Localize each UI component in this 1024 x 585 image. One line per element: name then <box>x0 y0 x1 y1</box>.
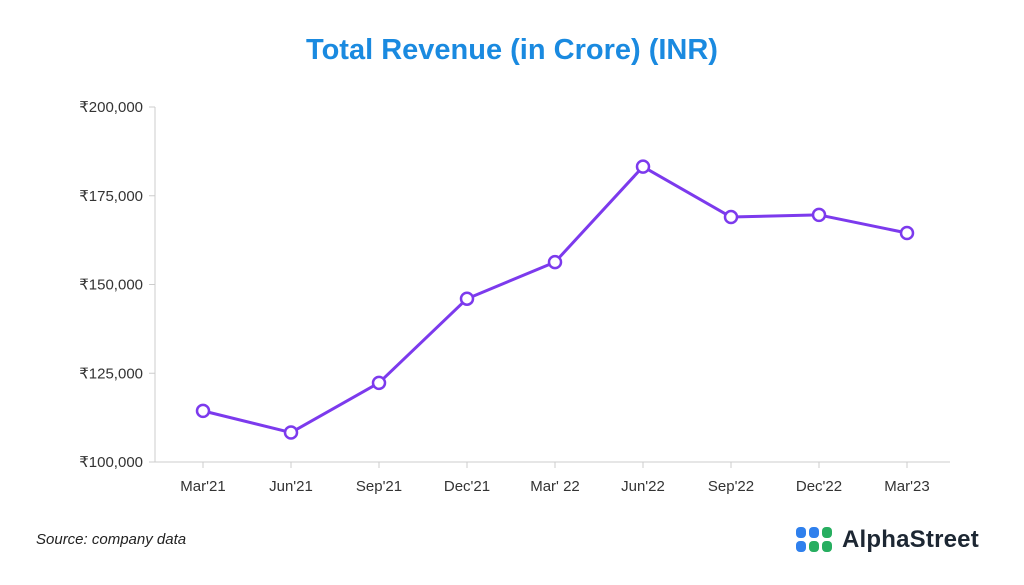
x-tick-label: Jun'21 <box>269 478 313 495</box>
brand-name: AlphaStreet <box>842 526 979 553</box>
x-axis-ticks: Mar'21 Jun'21 Sep'21 Dec'21 Mar' 22 Jun'22 Sep… <box>180 462 930 495</box>
source-note: Source: company data <box>36 531 187 548</box>
y-tick-label: ₹150,000 <box>79 277 143 294</box>
x-tick-label: Sep'21 <box>356 478 402 495</box>
y-axis-ticks: ₹100,000 ₹125,000 ₹150,000 ₹175,000 ₹200,000 <box>79 99 155 471</box>
data-point <box>283 425 299 440</box>
series-revenue <box>195 159 915 440</box>
y-tick-label: ₹175,000 <box>79 188 143 205</box>
chart-title: Total Revenue (in Crore) (INR) <box>306 34 718 66</box>
data-point <box>811 207 827 223</box>
alphastreet-logo-icon <box>796 527 832 552</box>
data-point <box>195 403 211 419</box>
x-tick-label: Mar'23 <box>884 478 929 495</box>
axes <box>154 107 950 463</box>
brand-logo: AlphaStreet <box>796 526 979 554</box>
x-tick-label: Mar' 22 <box>530 478 580 495</box>
data-point <box>723 209 739 225</box>
y-tick-label: ₹100,000 <box>79 454 143 471</box>
revenue-line <box>202 165 908 435</box>
data-point <box>371 375 387 391</box>
x-tick-label: Dec'22 <box>796 478 842 495</box>
x-tick-label: Jun'22 <box>621 478 665 495</box>
x-tick-label: Mar'21 <box>180 478 225 495</box>
y-tick-label: ₹200,000 <box>79 99 143 116</box>
data-point <box>899 225 915 241</box>
y-tick-label: ₹125,000 <box>79 365 143 382</box>
x-tick-label: Dec'21 <box>444 478 490 495</box>
data-point <box>635 159 651 174</box>
data-point <box>547 254 563 270</box>
data-point <box>459 291 475 306</box>
x-tick-label: Sep'22 <box>708 478 754 495</box>
